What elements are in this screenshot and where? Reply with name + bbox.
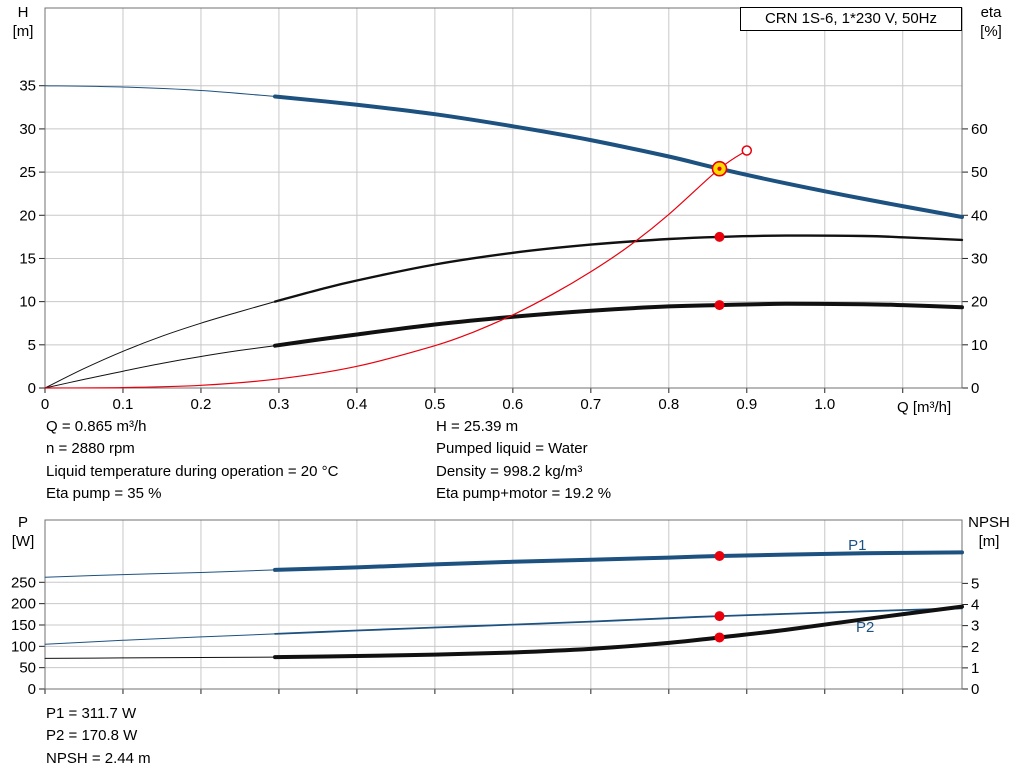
duty-system-curve <box>44 149 748 389</box>
tick-label: 200 <box>11 596 36 613</box>
info-line-q: Q = 0.865 m³/h <box>46 418 147 435</box>
info-line-p2: P2 = 170.8 W <box>46 727 138 745</box>
tick-label: 0 <box>28 380 36 397</box>
tick-label: 5 <box>28 337 36 354</box>
p2-power-curve <box>274 607 963 635</box>
p1-point <box>714 550 725 561</box>
tick-label: 0.3 <box>268 396 289 413</box>
tick-label: 60 <box>971 121 988 138</box>
tick-label: 0 <box>28 681 36 698</box>
eta-pump-curve <box>273 234 964 303</box>
tick-label: 0.5 <box>424 396 445 413</box>
eta-pump-motor-curve-thin <box>44 345 276 389</box>
p1-power-curve <box>273 550 964 572</box>
tick-label: 25 <box>19 164 36 181</box>
system-curve-end-point <box>741 145 753 156</box>
tick-label: 0 <box>971 681 979 698</box>
curve-label-p1: P1 <box>848 537 866 554</box>
duty-info-left-column: Q = 0.865 m³/h n = 2880 rpm Liquid tempe… <box>46 416 338 506</box>
tick-label: 20 <box>971 294 988 311</box>
head-curve-thin <box>44 85 276 97</box>
info-line-pumped-liquid: Pumped liquid = Water <box>436 440 588 458</box>
info-line-p1: P1 = 311.7 W <box>46 705 137 722</box>
power-left-axis-title: P [W] <box>4 513 42 551</box>
tick-label: 250 <box>11 574 36 591</box>
pump-model-box: CRN 1S-6, 1*230 V, 50Hz <box>740 7 962 31</box>
tick-label: 1 <box>971 660 979 677</box>
npsh-curve <box>273 604 964 660</box>
hq-right-axis-title: eta [%] <box>966 3 1016 41</box>
head-curve <box>273 94 964 219</box>
tick-label: 10 <box>19 294 36 311</box>
tick-label: 1.0 <box>814 396 835 413</box>
tick-label: 40 <box>971 207 988 224</box>
tick-label: 10 <box>971 337 988 354</box>
eta-axis-name: eta <box>980 4 1002 21</box>
tick-label: 0.8 <box>658 396 679 413</box>
p2-point <box>714 611 725 622</box>
tick-label: 2 <box>971 639 979 656</box>
eta-pump-motor-point <box>714 300 725 311</box>
tick-label: 3 <box>971 618 979 635</box>
power-right-axis-title: NPSH [m] <box>958 513 1020 551</box>
tick-label: 0.2 <box>191 396 212 413</box>
npsh-axis-name: NPSH <box>968 514 1010 531</box>
tick-label: 15 <box>19 250 36 267</box>
tick-label: 0 <box>41 396 49 413</box>
info-line-h: H = 25.39 m <box>436 418 519 435</box>
tick-label: 30 <box>19 121 36 138</box>
tick-label: 5 <box>971 575 979 592</box>
tick-label: 4 <box>971 597 979 614</box>
p-axis-unit: [W] <box>11 533 35 550</box>
plot-frame <box>44 7 963 389</box>
hq-left-axis-title: H [m] <box>4 3 42 41</box>
info-line-eta-pump: Eta pump = 35 % <box>46 485 162 503</box>
tick-label: 50 <box>971 164 988 181</box>
tick-label: 150 <box>11 617 36 634</box>
tick-label: 100 <box>11 638 36 655</box>
power-info-column: P1 = 311.7 W P2 = 170.8 W NPSH = 2.44 m <box>46 703 151 770</box>
tick-label: 30 <box>971 250 988 267</box>
hq-eta-chart: 0 0.1 0.2 0.3 0.4 0.5 0.6 0.7 0.8 0.9 1.0 0 5 10 15 20 2… <box>19 7 988 413</box>
tick-label: 35 <box>19 78 36 95</box>
eta-pump-curve-thin <box>44 301 276 389</box>
duty-point-center <box>717 166 722 171</box>
tick-label: 0 <box>971 380 979 397</box>
plot-frame <box>44 519 963 690</box>
q-axis-label: Q [m³/h] <box>897 399 952 416</box>
tick-label: 0.4 <box>346 396 367 413</box>
h-axis-name: H <box>17 4 29 21</box>
tick-label: 50 <box>19 660 36 677</box>
eta-pump-point <box>714 231 725 242</box>
h-axis-unit: [m] <box>12 23 34 40</box>
tick-label: 0.9 <box>736 396 757 413</box>
duty-info-right-column: H = 25.39 m Pumped liquid = Water Densit… <box>436 416 611 506</box>
curve-label-p2: P2 <box>856 619 874 636</box>
npsh-axis-unit: [m] <box>978 533 1000 550</box>
eta-axis-unit: [%] <box>980 23 1002 40</box>
npsh-curve-thin <box>44 656 276 659</box>
info-line-eta-pump-motor: Eta pump+motor = 19.2 % <box>436 485 612 503</box>
info-line-rpm: n = 2880 rpm <box>46 440 135 458</box>
tick-label: 20 <box>19 207 36 224</box>
p1-power-curve-thin <box>44 569 276 578</box>
npsh-point <box>714 632 725 643</box>
p-axis-name: P <box>17 514 28 531</box>
eta-pump-motor-curve <box>273 301 964 348</box>
info-line-density: Density = 998.2 kg/m³ <box>436 462 583 480</box>
power-npsh-chart: 0 50 100 150 200 250 0 1 2 3 4 5 P1 P2 <box>11 519 979 698</box>
p2-power-curve-thin <box>44 633 276 645</box>
info-line-npsh: NPSH = 2.44 m <box>46 749 151 767</box>
tick-label: 0.7 <box>580 396 601 413</box>
tick-label: 0.1 <box>113 396 134 413</box>
info-line-liquid-temp: Liquid temperature during operation = 20… <box>46 462 339 480</box>
tick-label: 0.6 <box>502 396 523 413</box>
